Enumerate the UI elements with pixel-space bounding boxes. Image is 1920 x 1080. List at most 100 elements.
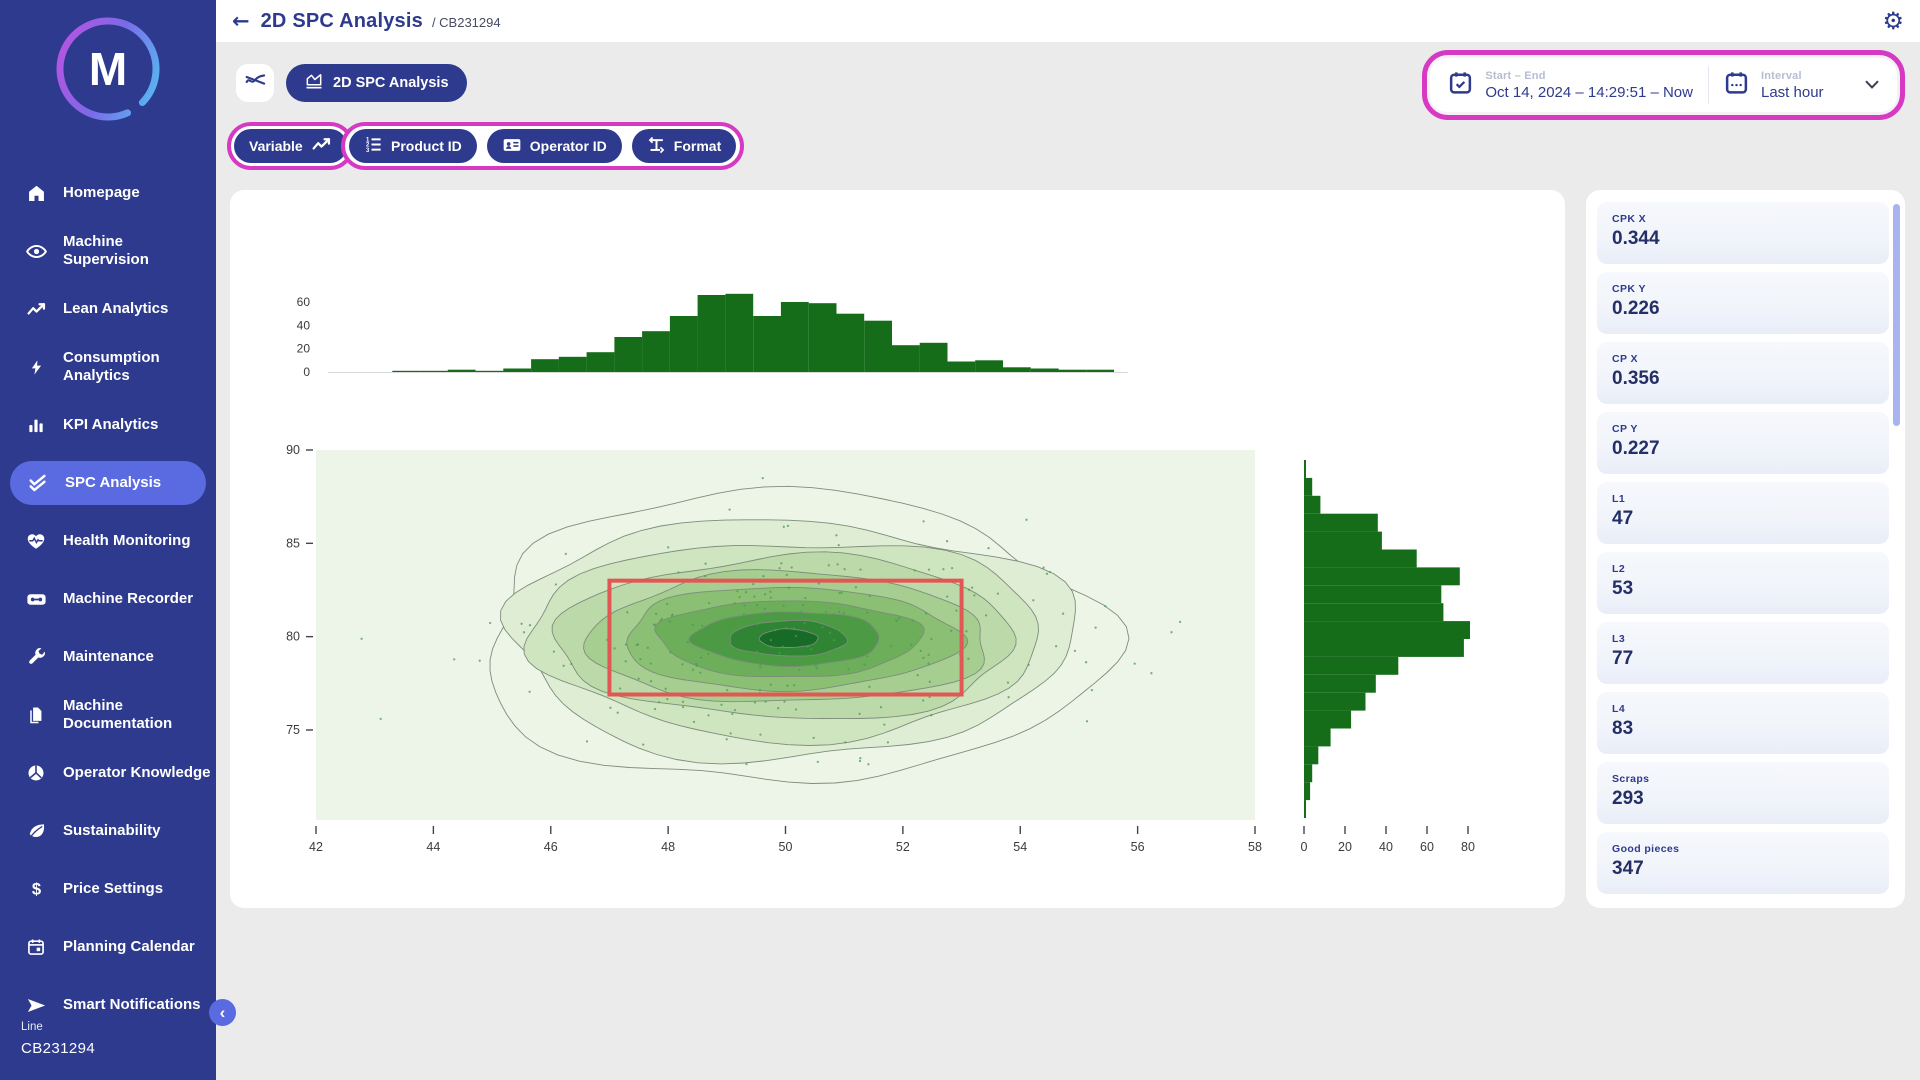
trend-icon [311, 134, 332, 158]
sidebar-collapse-button[interactable]: ‹ [209, 999, 236, 1026]
document-icon [24, 705, 48, 725]
stat-value: 53 [1612, 578, 1634, 599]
stat-label: Good pieces [1612, 843, 1680, 855]
tab-2d-spc-analysis[interactable]: 2D SPC Analysis [286, 64, 467, 102]
sidebar-item-machine-recorder[interactable]: Machine Recorder [0, 570, 216, 628]
format-button[interactable]: Format [631, 129, 737, 163]
sidebar-nav: Homepage Machine Supervision Lean Analyt… [0, 164, 216, 1034]
chevron-down-icon [1865, 76, 1879, 94]
sidebar-item-maintenance[interactable]: Maintenance [0, 628, 216, 686]
stat-tile-l3: L3 77 [1597, 622, 1889, 684]
chart-type-toggle-button[interactable] [236, 64, 274, 102]
svg-text:60: 60 [1420, 840, 1434, 854]
sidebar-item-planning-calendar[interactable]: Planning Calendar [0, 918, 216, 976]
sidebar-item-label: Machine Documentation [63, 697, 173, 732]
gear-icon[interactable]: ⚙ [1882, 7, 1904, 35]
calendar-icon [24, 937, 48, 957]
svg-text:1: 1 [366, 137, 370, 143]
sidebar-item-machine-documentation[interactable]: Machine Documentation [0, 686, 216, 744]
stat-value: 0.226 [1612, 298, 1660, 319]
start-end-value: Oct 14, 2024 – 14:29:51 – Now [1485, 83, 1693, 101]
view-tab-label: 2D SPC Analysis [333, 75, 449, 91]
logo-ring-icon [56, 17, 160, 121]
svg-text:75: 75 [286, 723, 300, 737]
trend-lines-icon [244, 69, 267, 97]
stat-label: L2 [1612, 563, 1626, 575]
breadcrumb: / CB231294 [431, 15, 501, 30]
format-label: Format [673, 138, 722, 154]
sidebar-item-spc-analysis[interactable]: SPC Analysis [10, 461, 206, 505]
datepicker-highlight-ring: Start – End Oct 14, 2024 – 14:29:51 – No… [1422, 50, 1905, 120]
stat-value: 83 [1612, 718, 1634, 739]
calendar-interval-icon [1724, 70, 1749, 100]
stats-panel: CPK X 0.344 CPK Y 0.226 CP X 0.356 CP Y … [1586, 190, 1905, 908]
heart-pulse-icon [24, 530, 48, 552]
sidebar-item-consumption-analytics[interactable]: Consumption Analytics [0, 338, 216, 396]
stat-tile-cp-y: CP Y 0.227 [1597, 412, 1889, 474]
svg-text:90: 90 [286, 443, 300, 457]
sidebar-item-label: Sustainability [63, 822, 161, 839]
sidebar-item-lean-analytics[interactable]: Lean Analytics [0, 280, 216, 338]
line-label: Line [21, 1021, 43, 1033]
sidebar-item-label: Machine Recorder [63, 590, 194, 607]
svg-text:42: 42 [309, 840, 323, 854]
variable-button[interactable]: Variable [234, 129, 347, 163]
trend-icon [24, 299, 48, 320]
back-button[interactable]: ← [232, 9, 250, 33]
stat-value: 77 [1612, 648, 1634, 669]
start-end-picker[interactable]: Start – End Oct 14, 2024 – 14:29:51 – No… [1448, 70, 1693, 101]
sidebar-item-label: Consumption Analytics [63, 349, 160, 384]
eye-icon [24, 240, 48, 263]
svg-text:52: 52 [896, 840, 910, 854]
sidebar-item-machine-supervision[interactable]: Machine Supervision [0, 222, 216, 280]
svg-text:60: 60 [297, 295, 311, 309]
sidebar-item-label: Health Monitoring [63, 532, 191, 549]
interval-select[interactable]: Interval Last hour [1724, 70, 1879, 101]
variable-label: Variable [249, 138, 303, 154]
stat-tile-cpk-x: CPK X 0.344 [1597, 202, 1889, 264]
svg-text:0: 0 [1301, 840, 1308, 854]
operator-id-button[interactable]: Operator ID [486, 129, 622, 163]
header: ← 2D SPC Analysis / CB231294 ⚙ [216, 0, 1920, 42]
stat-label: L1 [1612, 493, 1626, 505]
bolt-icon [24, 359, 48, 376]
area-chart-icon [304, 71, 324, 95]
sidebar-item-health-monitoring[interactable]: Health Monitoring [0, 512, 216, 570]
stat-tile-cpk-y: CPK Y 0.226 [1597, 272, 1889, 334]
svg-text:40: 40 [297, 318, 311, 332]
stats-scrollbar-thumb[interactable] [1893, 204, 1900, 426]
sidebar-item-homepage[interactable]: Homepage [0, 164, 216, 222]
id-card-icon [502, 135, 522, 158]
spc-chart-card: 42 44 46 48 50 52 54 56 58 90 85 80 75 0 20 40 60 0 20 40 60… [230, 190, 1565, 908]
stat-value: 0.356 [1612, 368, 1660, 389]
sidebar-item-label: Maintenance [63, 648, 154, 665]
sidebar-item-kpi-analytics[interactable]: KPI Analytics [0, 396, 216, 454]
brand-logo: M [49, 10, 167, 128]
svg-text:20: 20 [1338, 840, 1352, 854]
svg-text:44: 44 [426, 840, 440, 854]
stat-label: CP Y [1612, 423, 1638, 435]
stat-tile-l4: L4 83 [1597, 692, 1889, 754]
stat-label: L4 [1612, 703, 1626, 715]
bar-chart-icon [24, 415, 48, 435]
svg-text:$: $ [31, 880, 40, 899]
stat-label: Scraps [1612, 773, 1650, 785]
svg-text:58: 58 [1248, 840, 1262, 854]
format-icon [647, 135, 666, 157]
sidebar-item-sustainability[interactable]: Sustainability [0, 802, 216, 860]
datepicker: Start – End Oct 14, 2024 – 14:29:51 – No… [1430, 58, 1897, 112]
sidebar-item-operator-knowledge[interactable]: Operator Knowledge [0, 744, 216, 802]
interval-value: Last hour [1761, 83, 1824, 101]
stat-tile-cp-x: CP X 0.356 [1597, 342, 1889, 404]
svg-text:50: 50 [779, 840, 793, 854]
stat-value: 0.227 [1612, 438, 1660, 459]
page-title: 2D SPC Analysis [260, 9, 423, 32]
spc-2d-density-chart: 42 44 46 48 50 52 54 56 58 90 85 80 75 0 20 40 60 0 20 40 60… [286, 293, 1475, 854]
sidebar-item-price-settings[interactable]: $ Price Settings [0, 860, 216, 918]
sidebar-item-smart-notifications[interactable]: Smart Notifications [0, 976, 216, 1034]
stat-label: CPK X [1612, 213, 1647, 225]
